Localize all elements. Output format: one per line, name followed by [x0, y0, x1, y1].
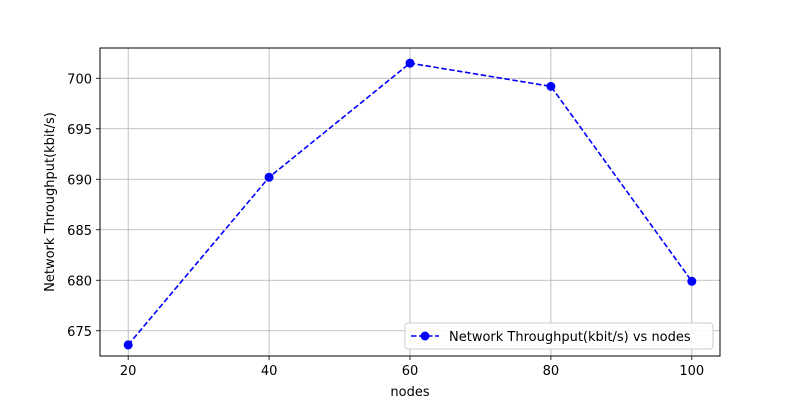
x-tick-label: 80 [543, 364, 560, 379]
legend-entry-label: Network Throughput(kbit/s) vs nodes [449, 330, 691, 345]
legend-box [404, 322, 714, 350]
y-tick-label: 685 [67, 224, 92, 239]
y-tick-label: 695 [67, 123, 92, 138]
y-tick-label: 690 [67, 173, 92, 188]
x-axis-label: nodes [390, 385, 429, 400]
data-point [546, 81, 556, 91]
x-tick-label: 100 [679, 364, 704, 379]
x-tick-label: 40 [261, 364, 278, 379]
y-tick-label: 680 [67, 274, 92, 289]
y-axis-ticks: 675 680 685 690 695 700 [67, 72, 100, 340]
data-point [405, 58, 415, 68]
y-tick-label: 675 [67, 325, 92, 340]
legend: Network Throughput(kbit/s) vs nodes [404, 322, 714, 350]
grid [100, 48, 720, 356]
x-axis-ticks: 20 40 60 80 100 [120, 356, 704, 379]
series-group [123, 58, 697, 350]
data-point [123, 340, 133, 350]
legend-marker [420, 331, 430, 341]
data-point [264, 172, 274, 182]
data-point [687, 276, 697, 286]
x-tick-label: 20 [120, 364, 137, 379]
y-axis-label: Network Throughput(kbit/s) [43, 112, 58, 292]
y-tick-label: 700 [67, 72, 92, 87]
x-tick-label: 60 [402, 364, 419, 379]
